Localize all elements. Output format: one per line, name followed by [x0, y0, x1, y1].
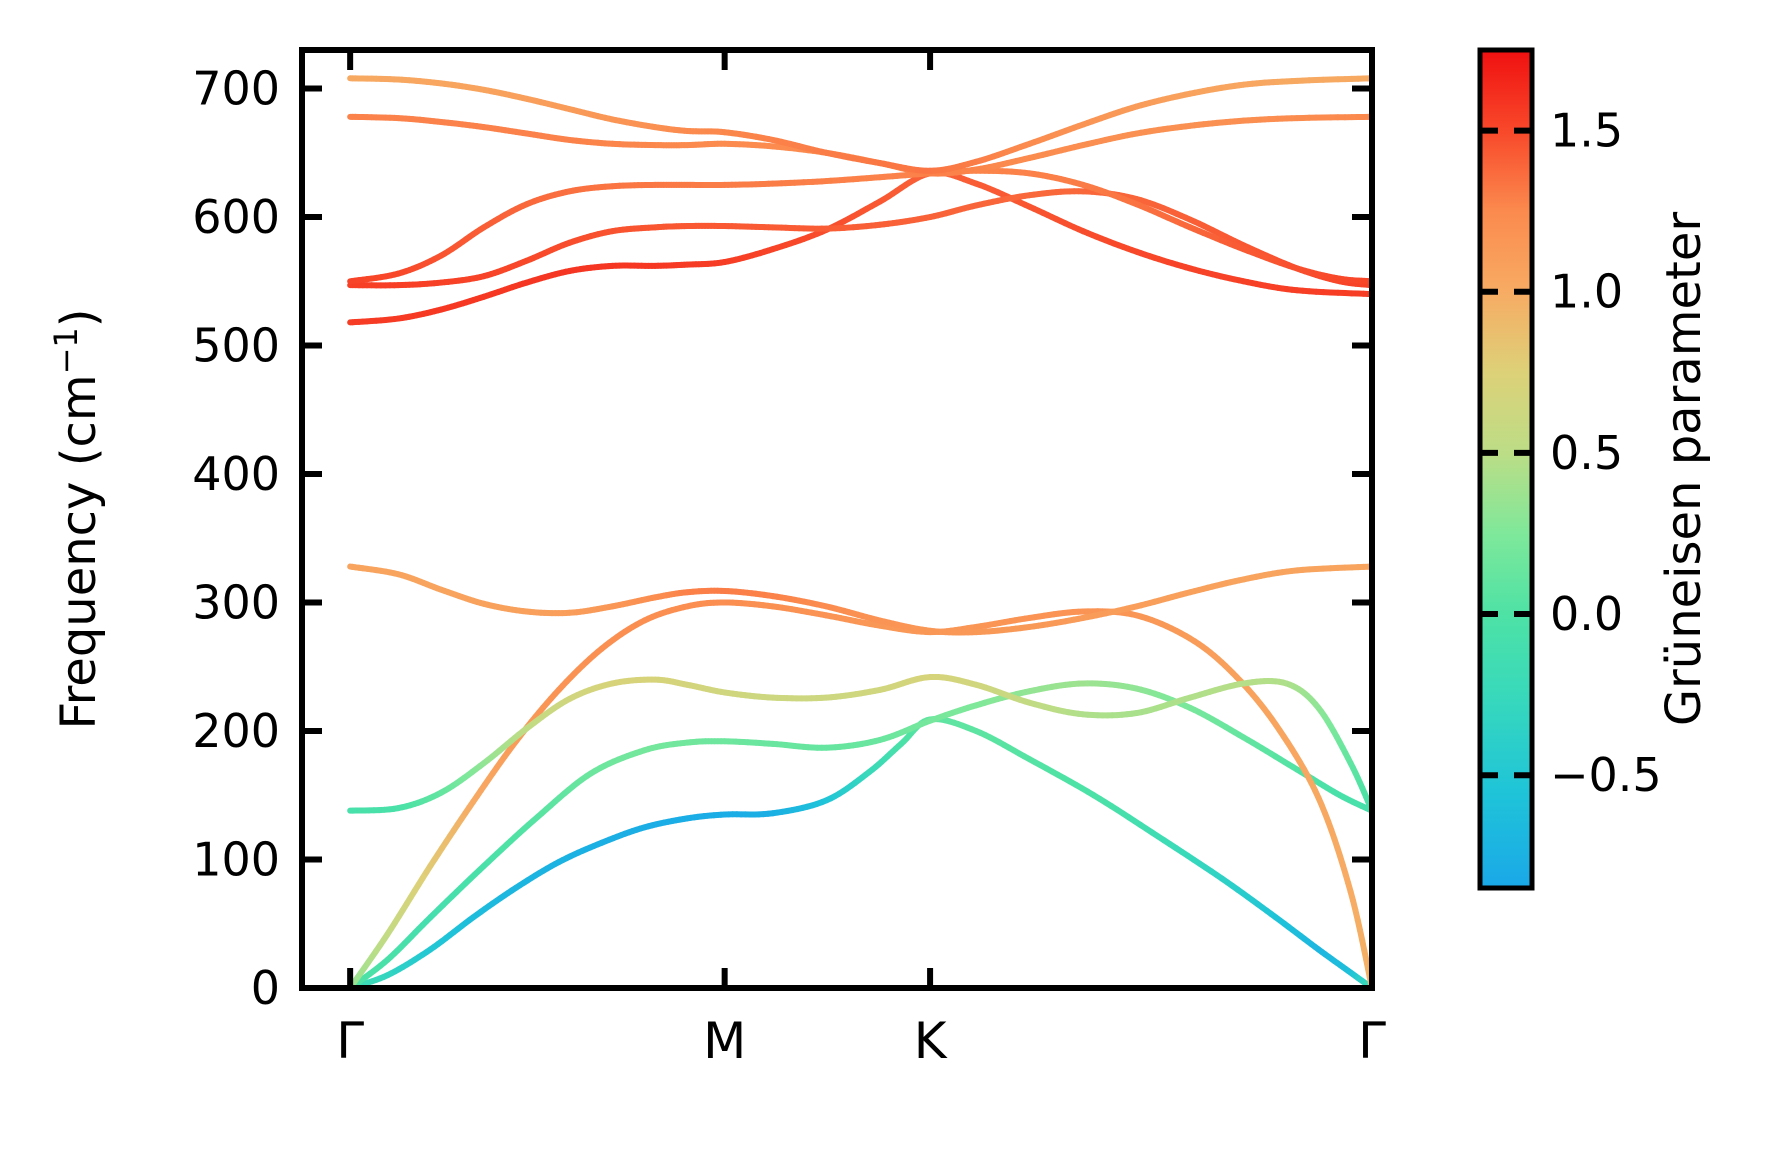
phonon-branch — [347, 716, 1372, 988]
phonon-branch — [347, 673, 1372, 814]
phonon-branch — [347, 680, 1372, 988]
axes-background — [302, 50, 1372, 988]
axes-spines — [299, 47, 1375, 991]
phonon-branch — [347, 599, 1372, 988]
y-tick-label: 400 — [192, 447, 280, 501]
colorbar-label: Grüneisen parameter — [1656, 212, 1712, 727]
y-tick-label: 700 — [192, 62, 280, 116]
y-axis-label-base: Frequency (cm — [51, 374, 107, 729]
phonon-branch — [347, 563, 1372, 636]
colorbar-ticks: −0.5 0.0 0.5 1.0 1.5 — [1480, 104, 1662, 802]
svg-text:Frequency (cm−1): Frequency (cm−1) — [47, 308, 107, 729]
y-axis-label-tail: ) — [51, 308, 107, 327]
colorbar-tick-label: −0.5 — [1550, 748, 1662, 802]
y-tick-label: 300 — [192, 576, 280, 630]
colorbar: −0.5 0.0 0.5 1.0 1.5 Grüneisen parameter — [1477, 47, 1712, 891]
colorbar-tick-label: 1.5 — [1550, 104, 1623, 158]
plot-frame — [299, 47, 1375, 991]
y-tick-label: 0 — [251, 961, 280, 1015]
x-tick-label: Γ — [1358, 1012, 1386, 1070]
colorbar-tick-label: 0.5 — [1550, 426, 1623, 480]
y-axis-ticks: 0 100 200 300 400 500 600 700 — [192, 62, 1372, 1015]
phonon-branch — [347, 169, 1372, 326]
colorbar-gradient — [1477, 47, 1535, 891]
colorbar-tick-label: 0.0 — [1550, 587, 1623, 641]
y-tick-label: 100 — [192, 833, 280, 887]
y-axis-label: Frequency (cm−1) — [47, 308, 107, 729]
y-axis-label-exponent: −1 — [47, 327, 85, 374]
phonon-branches — [347, 75, 1372, 988]
phonon-branch — [347, 167, 1372, 285]
phonon-branch — [347, 75, 1372, 174]
colorbar-tick-label: 1.0 — [1550, 265, 1623, 319]
y-tick-label: 200 — [192, 704, 280, 758]
plot-area: 0 100 200 300 400 500 600 700 Γ M K Γ — [192, 47, 1386, 1070]
y-tick-label: 600 — [192, 190, 280, 244]
x-tick-label: K — [914, 1012, 948, 1070]
x-tick-label: M — [703, 1012, 746, 1070]
x-tick-label: Γ — [336, 1012, 364, 1070]
y-tick-label: 500 — [192, 319, 280, 373]
